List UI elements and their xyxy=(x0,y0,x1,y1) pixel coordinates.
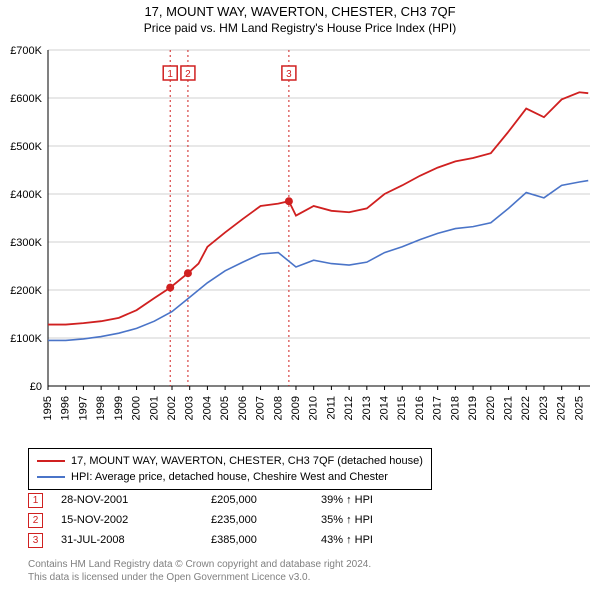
svg-text:1997: 1997 xyxy=(77,396,89,420)
svg-text:1996: 1996 xyxy=(60,396,72,420)
svg-text:2008: 2008 xyxy=(272,396,284,420)
svg-text:2023: 2023 xyxy=(538,396,550,420)
record-price: £235,000 xyxy=(211,514,321,526)
svg-text:2003: 2003 xyxy=(184,396,196,420)
svg-text:£700K: £700K xyxy=(10,45,42,57)
record-price: £385,000 xyxy=(211,534,321,546)
legend-item-subject: 17, MOUNT WAY, WAVERTON, CHESTER, CH3 7Q… xyxy=(37,453,423,469)
attribution: Contains HM Land Registry data © Crown c… xyxy=(28,559,371,584)
title-subtitle: Price paid vs. HM Land Registry's House … xyxy=(0,21,600,35)
chart-titles: 17, MOUNT WAY, WAVERTON, CHESTER, CH3 7Q… xyxy=(0,0,600,35)
svg-text:2022: 2022 xyxy=(520,396,532,420)
svg-text:2014: 2014 xyxy=(379,396,391,420)
svg-text:£600K: £600K xyxy=(10,93,42,105)
svg-text:£100K: £100K xyxy=(10,333,42,345)
record-row: 2 15-NOV-2002 £235,000 35% ↑ HPI xyxy=(28,510,373,530)
record-row: 1 28-NOV-2001 £205,000 39% ↑ HPI xyxy=(28,490,373,510)
svg-text:2007: 2007 xyxy=(255,396,267,420)
svg-text:2000: 2000 xyxy=(131,396,143,420)
svg-text:2: 2 xyxy=(185,69,191,80)
price-chart: £0 £100K £200K £300K £400K £500K £600K £700K 199… xyxy=(0,42,600,440)
chart-container: 17, MOUNT WAY, WAVERTON, CHESTER, CH3 7Q… xyxy=(0,0,600,590)
svg-text:1995: 1995 xyxy=(42,396,54,420)
record-marker-icon: 2 xyxy=(28,513,43,528)
legend-label: HPI: Average price, detached house, Ches… xyxy=(71,471,388,483)
svg-text:£200K: £200K xyxy=(10,285,42,297)
record-price: £205,000 xyxy=(211,494,321,506)
record-delta: 43% ↑ HPI xyxy=(321,534,373,546)
svg-text:£300K: £300K xyxy=(10,237,42,249)
svg-text:2004: 2004 xyxy=(201,396,213,420)
svg-text:2002: 2002 xyxy=(166,396,178,420)
record-marker-icon: 1 xyxy=(28,493,43,508)
legend-label: 17, MOUNT WAY, WAVERTON, CHESTER, CH3 7Q… xyxy=(71,455,423,467)
svg-text:2016: 2016 xyxy=(414,396,426,420)
svg-text:2018: 2018 xyxy=(449,396,461,420)
svg-text:2006: 2006 xyxy=(237,396,249,420)
svg-text:2012: 2012 xyxy=(343,396,355,420)
record-date: 28-NOV-2001 xyxy=(61,494,211,506)
legend: 17, MOUNT WAY, WAVERTON, CHESTER, CH3 7Q… xyxy=(28,448,432,490)
record-row: 3 31-JUL-2008 £385,000 43% ↑ HPI xyxy=(28,530,373,550)
svg-text:2019: 2019 xyxy=(467,396,479,420)
title-address: 17, MOUNT WAY, WAVERTON, CHESTER, CH3 7Q… xyxy=(0,4,600,19)
record-delta: 39% ↑ HPI xyxy=(321,494,373,506)
svg-text:2024: 2024 xyxy=(556,396,568,420)
legend-swatch xyxy=(37,476,65,478)
svg-text:1: 1 xyxy=(167,69,173,80)
svg-text:2011: 2011 xyxy=(325,396,337,420)
attribution-line: Contains HM Land Registry data © Crown c… xyxy=(28,559,371,572)
legend-item-hpi: HPI: Average price, detached house, Ches… xyxy=(37,469,423,485)
svg-text:2001: 2001 xyxy=(148,396,160,420)
svg-text:2015: 2015 xyxy=(396,396,408,420)
record-date: 31-JUL-2008 xyxy=(61,534,211,546)
record-marker-icon: 3 xyxy=(28,533,43,548)
svg-text:£0: £0 xyxy=(30,381,42,393)
svg-text:2020: 2020 xyxy=(485,396,497,420)
svg-text:2010: 2010 xyxy=(308,396,320,420)
svg-text:2005: 2005 xyxy=(219,396,231,420)
legend-swatch xyxy=(37,460,65,462)
svg-text:2009: 2009 xyxy=(290,396,302,420)
attribution-line: This data is licensed under the Open Gov… xyxy=(28,572,371,585)
svg-text:£500K: £500K xyxy=(10,141,42,153)
record-date: 15-NOV-2002 xyxy=(61,514,211,526)
svg-text:2021: 2021 xyxy=(503,396,515,420)
svg-text:£400K: £400K xyxy=(10,189,42,201)
record-delta: 35% ↑ HPI xyxy=(321,514,373,526)
svg-text:2025: 2025 xyxy=(573,396,585,420)
svg-text:1999: 1999 xyxy=(113,396,125,420)
svg-text:3: 3 xyxy=(286,69,292,80)
svg-text:2013: 2013 xyxy=(361,396,373,420)
sale-records: 1 28-NOV-2001 £205,000 39% ↑ HPI 2 15-NO… xyxy=(28,490,373,550)
svg-text:2017: 2017 xyxy=(432,396,444,420)
svg-text:1998: 1998 xyxy=(95,396,107,420)
